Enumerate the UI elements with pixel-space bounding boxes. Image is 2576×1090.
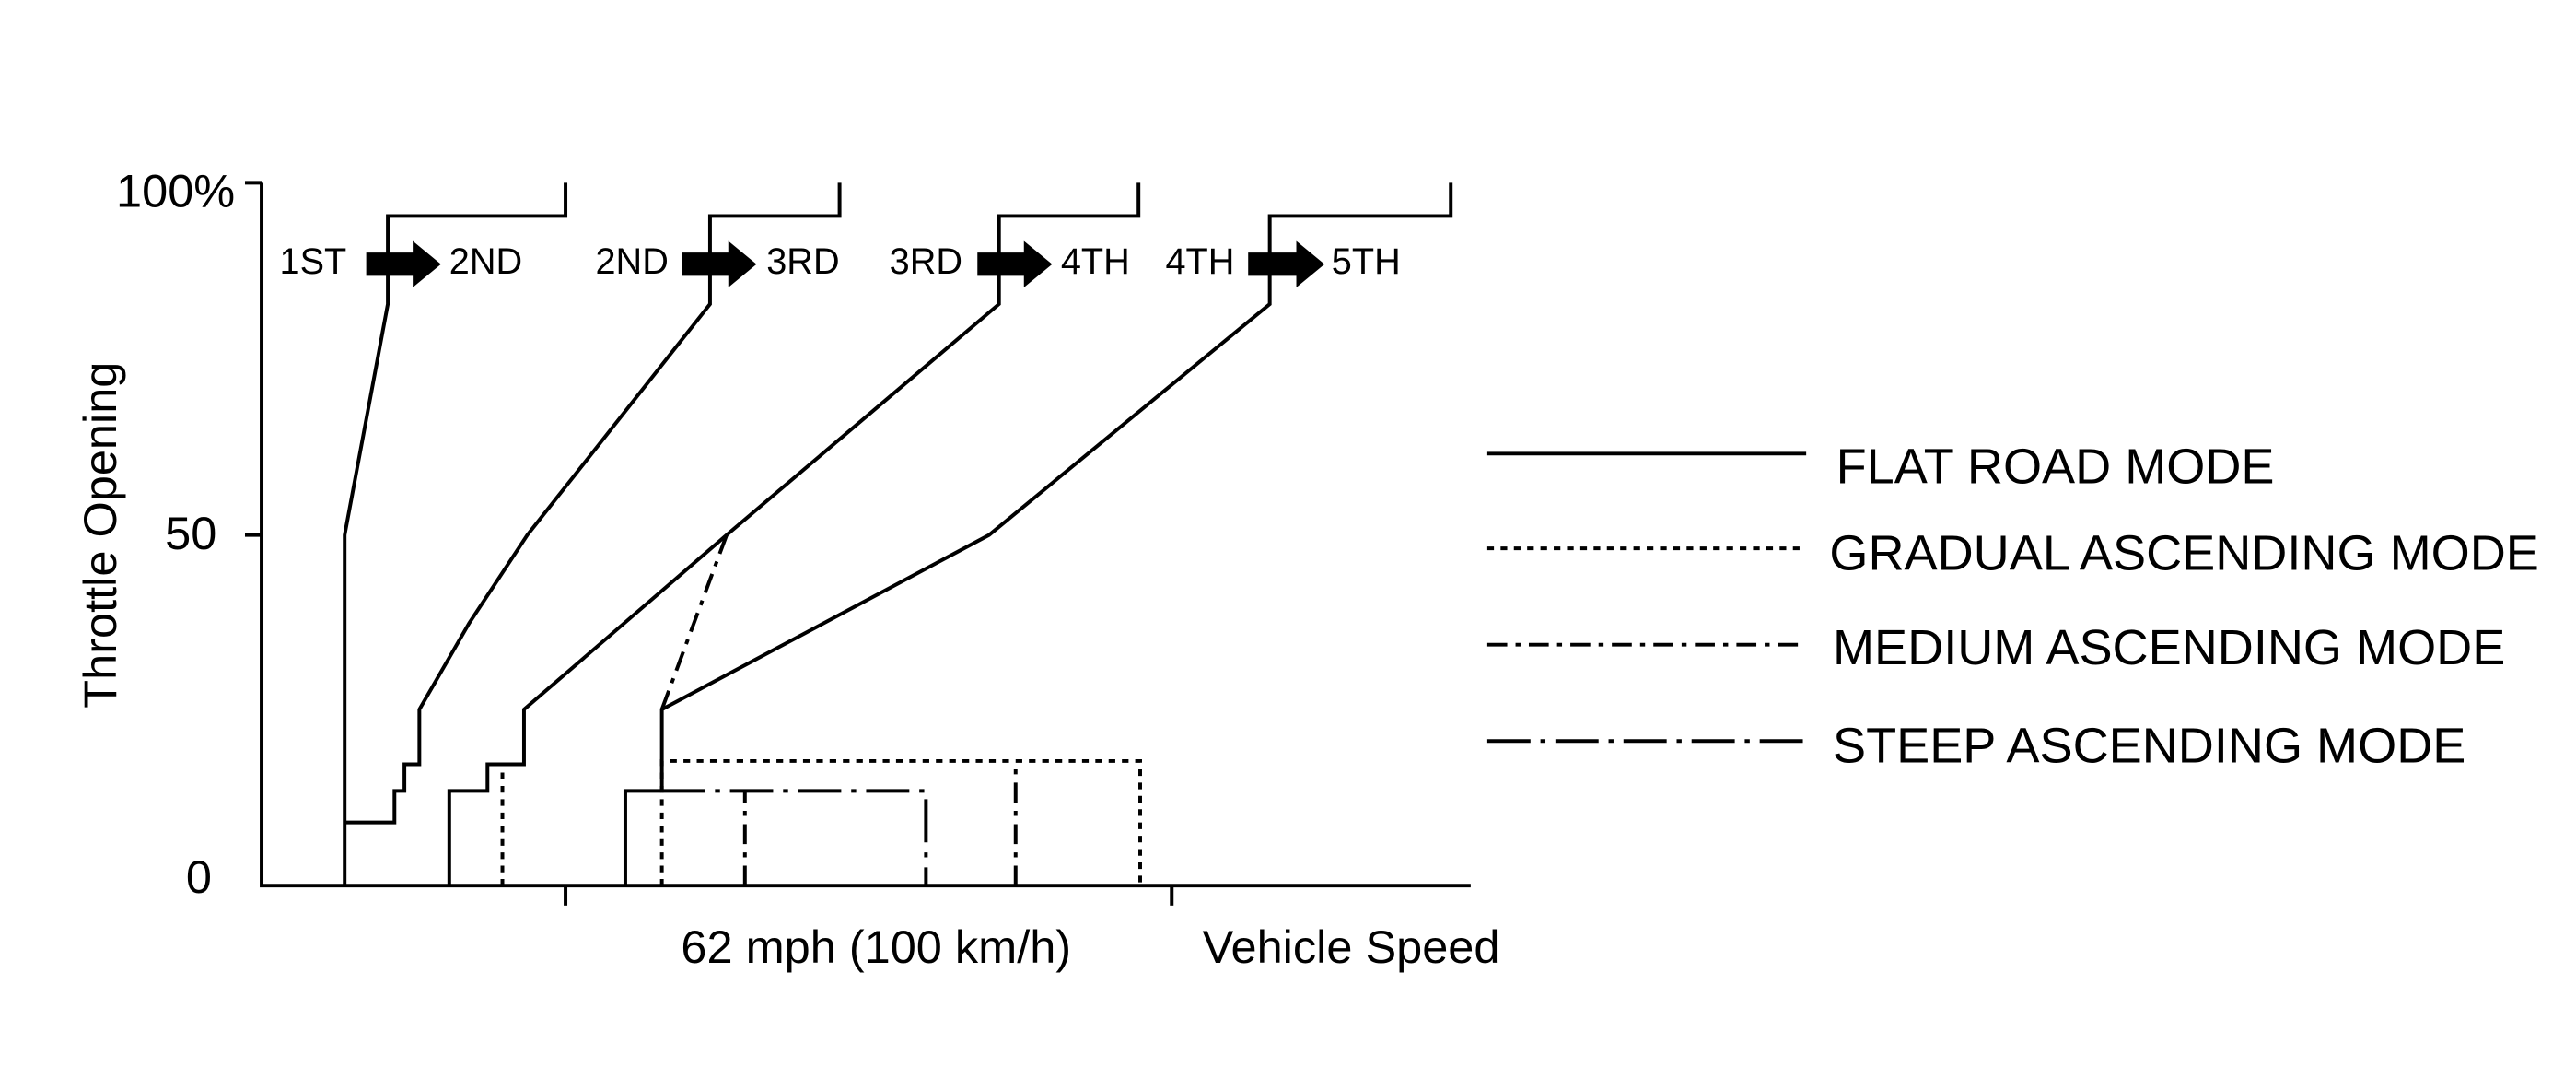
flat-road-curves [343, 182, 1453, 886]
shift-labels: 1ST 2ND 2ND 3RD 3RD 4TH 4TH 5TH [280, 240, 1401, 287]
legend-label: MEDIUM ASCENDING MODE [1833, 620, 2505, 675]
shift-from: 2ND [596, 241, 669, 282]
steep-curves [661, 789, 928, 886]
legend-label: GRADUAL ASCENDING MODE [1829, 525, 2538, 580]
arrow [682, 240, 757, 287]
medium-curves [659, 533, 1018, 886]
arrow [1248, 240, 1325, 287]
shift-to: 2ND [449, 241, 522, 282]
legend: FLAT ROAD MODE GRADUAL ASCENDING MODE ME… [1486, 440, 2539, 774]
arrow [366, 240, 441, 287]
legend-label: STEEP ASCENDING MODE [1833, 719, 2465, 774]
y-axis-title: Throttle Opening [74, 362, 126, 709]
y-tick-label: 100% [116, 164, 235, 217]
shift-to: 5TH [1332, 241, 1401, 282]
legend-label: FLAT ROAD MODE [1836, 440, 2275, 495]
y-tick-label: 0 [186, 850, 212, 903]
gradual-curves [500, 758, 1142, 886]
shift-to: 4TH [1061, 241, 1130, 282]
shift-from: 4TH [1165, 241, 1234, 282]
shift-from: 1ST [280, 241, 347, 282]
x-tick-label: 62 mph (100 km/h) [681, 920, 1071, 973]
axes [244, 181, 1471, 906]
arrow [977, 240, 1053, 287]
shift-from: 3RD [890, 241, 962, 282]
x-axis-title: Vehicle Speed [1203, 920, 1500, 973]
shift-to: 3RD [766, 241, 839, 282]
y-tick-label: 50 [165, 507, 216, 559]
